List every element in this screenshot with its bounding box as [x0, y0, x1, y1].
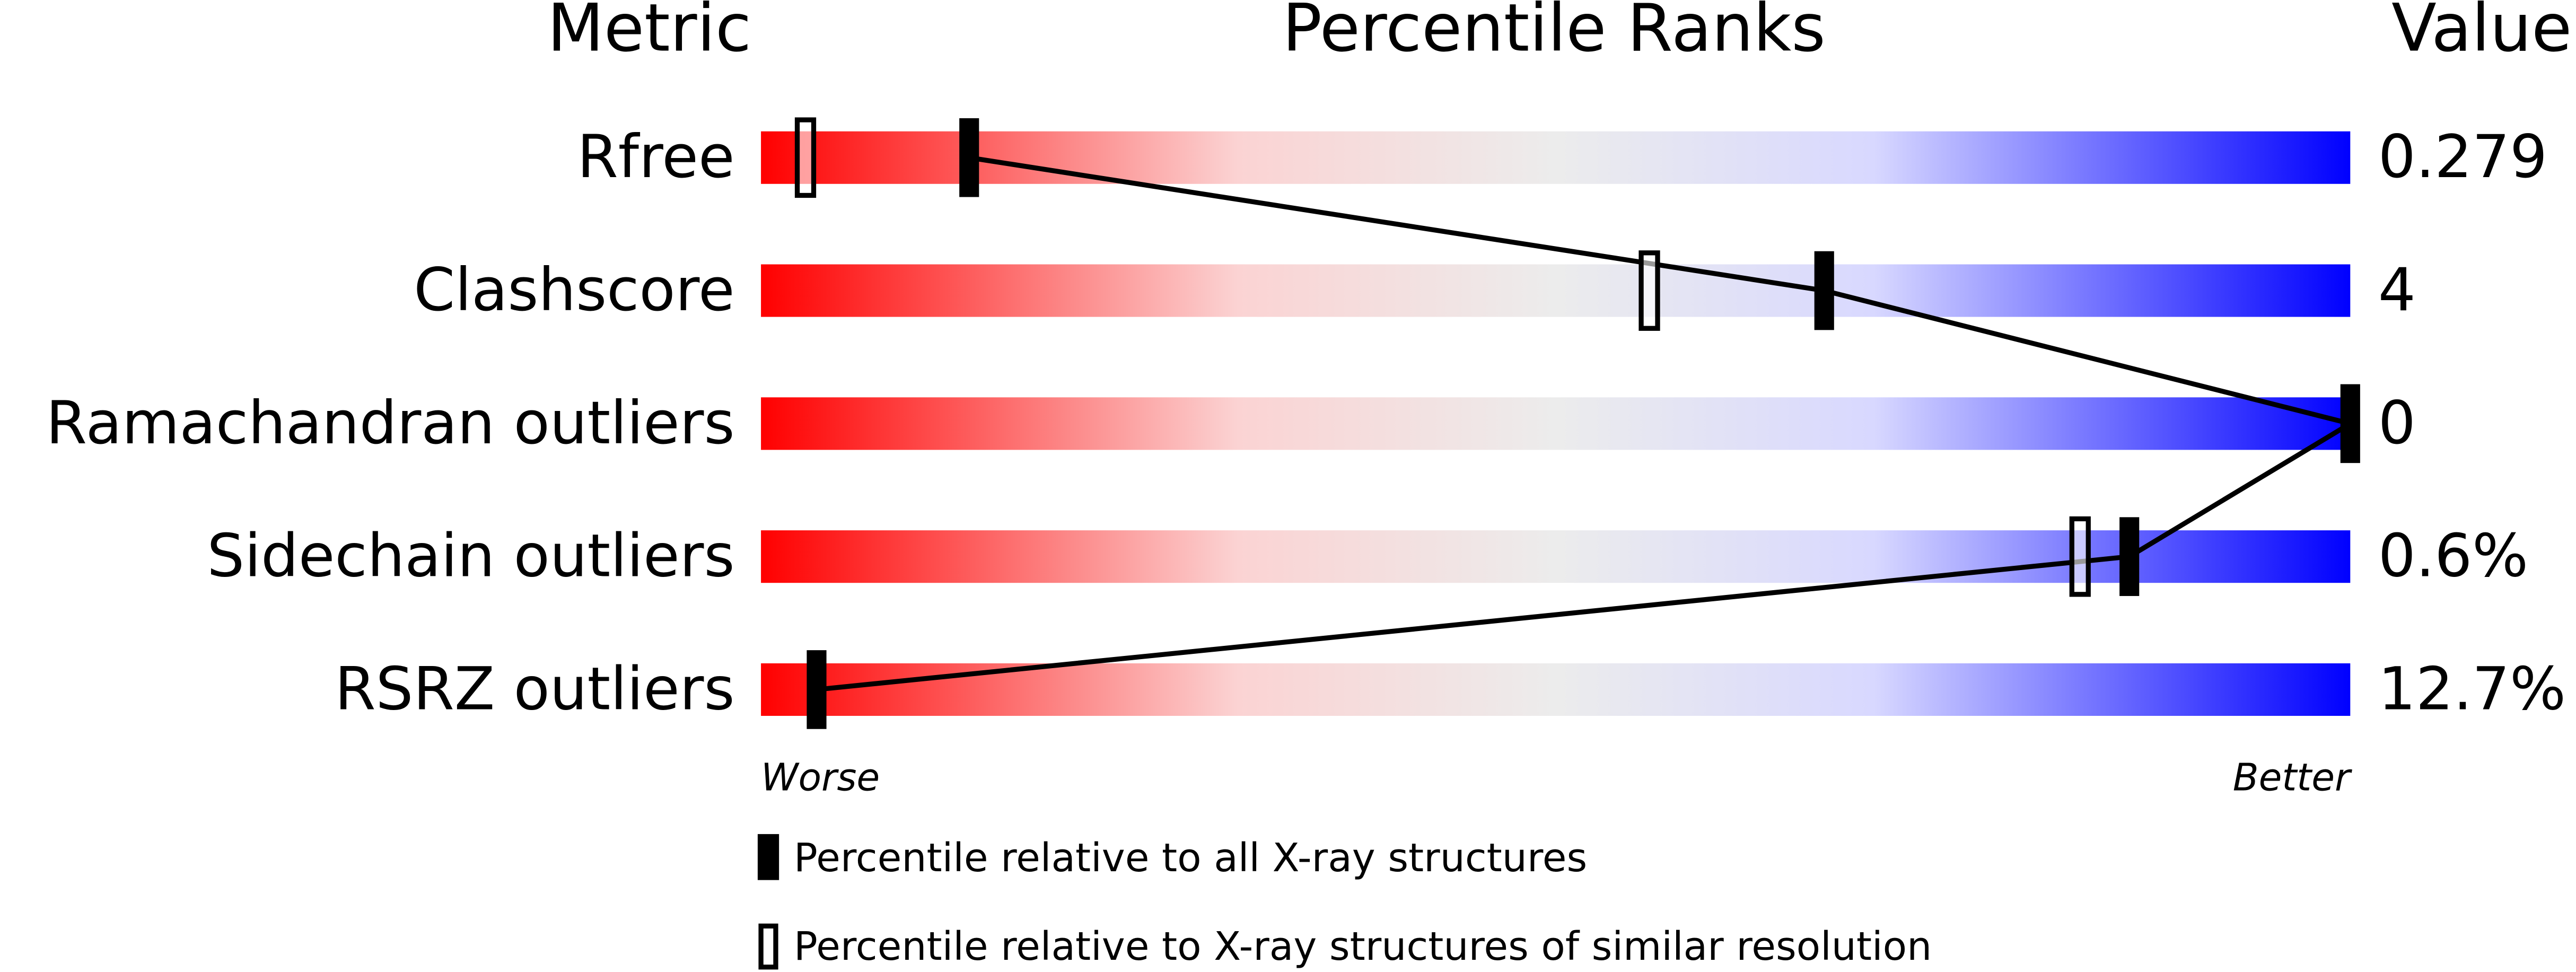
- percentile-marker-similar: [2069, 516, 2091, 597]
- percentile-marker-similar: [1639, 250, 1660, 331]
- gradient-bar: [761, 397, 2351, 450]
- legend-label: Percentile relative to X-ray structures …: [794, 923, 1932, 969]
- gradient-bar: [761, 663, 2351, 716]
- legend-swatch: [758, 923, 778, 970]
- metric-label: Clashscore: [414, 256, 734, 325]
- metric-label: Sidechain outliers: [207, 522, 734, 591]
- worse-label: Worse: [761, 755, 880, 799]
- value-header: Value: [2391, 0, 2572, 67]
- metric-value: 0: [2378, 389, 2416, 458]
- percentile-marker-similar: [794, 117, 817, 198]
- metric-header: Metric: [547, 0, 751, 67]
- percentile-marker-all: [2340, 384, 2360, 463]
- metric-label: Ramachandran outliers: [46, 389, 735, 458]
- chart-title: Percentile Ranks: [1282, 0, 1825, 67]
- percentile-marker-all: [2119, 517, 2140, 596]
- metric-value: 4: [2378, 256, 2416, 325]
- percentile-marker-all: [959, 118, 979, 197]
- metric-value: 12.7%: [2378, 655, 2566, 723]
- metric-value: 0.6%: [2378, 522, 2528, 591]
- metric-value: 0.279: [2378, 123, 2547, 191]
- legend-label: Percentile relative to all X-ray structu…: [794, 835, 1587, 881]
- percentile-marker-all: [1814, 251, 1834, 330]
- gradient-bar: [761, 131, 2351, 184]
- metric-label: RSRZ outliers: [335, 655, 734, 723]
- gradient-bar: [761, 264, 2351, 317]
- legend-swatch: [757, 834, 779, 880]
- percentile-marker-all: [807, 650, 827, 729]
- metric-label: Rfree: [577, 123, 734, 191]
- better-label: Better: [2233, 755, 2352, 799]
